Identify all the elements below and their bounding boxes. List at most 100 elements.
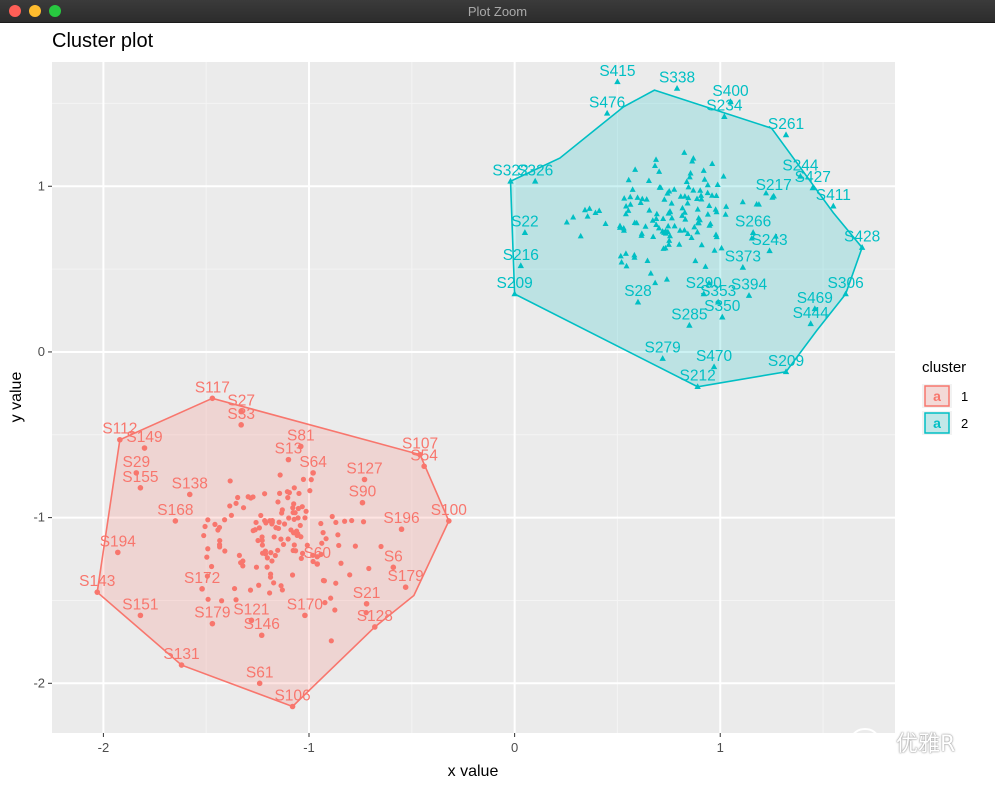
legend-label: 2	[961, 416, 968, 431]
cluster-1-dense-point	[216, 542, 223, 548]
cluster-2-dense-point	[631, 251, 638, 258]
point-label: S90	[349, 484, 377, 501]
point-label: S146	[244, 616, 280, 633]
cluster-1-dense-point	[328, 595, 334, 601]
point-label: S155	[122, 469, 158, 486]
cluster-1-dense-point	[236, 552, 242, 559]
maximize-window-button[interactable]	[49, 5, 61, 17]
cluster-1-dense-point	[300, 476, 307, 482]
cluster-2-dense-point	[692, 257, 699, 264]
cluster-1-dense-point	[277, 490, 283, 496]
cluster-2-dense-point	[637, 199, 644, 205]
cluster-1-point	[390, 564, 397, 571]
cluster-2-dense-point	[616, 224, 623, 230]
cluster-1-dense-point	[296, 490, 302, 497]
cluster-2-dense-point	[622, 210, 629, 217]
cluster-1-dense-point	[347, 572, 353, 578]
axes: -2 -1 0 1 -2 -1 0 1	[33, 178, 723, 755]
cluster-2-dense-point	[643, 196, 650, 202]
cluster-2-dense-point	[705, 279, 712, 286]
point-label: S179	[194, 605, 230, 622]
cluster-2-point	[511, 290, 518, 297]
cluster-2-dense-point	[647, 270, 654, 276]
cluster-2-dense-point	[722, 211, 729, 217]
cluster-2-dense-point	[691, 223, 698, 230]
cluster-2-dense-point	[700, 167, 707, 173]
cluster-1-point	[209, 620, 216, 627]
cluster-1-dense-point	[298, 555, 304, 561]
cluster-2-dense-point	[683, 178, 690, 184]
cluster-1-dense-point	[279, 510, 285, 516]
cluster-2-dense-point	[694, 206, 701, 212]
legend: cluster a 1 a 2	[922, 359, 968, 435]
cluster-1-point	[114, 549, 121, 556]
cluster-1-dense-point	[278, 583, 284, 589]
cluster-1-dense-point	[271, 534, 277, 540]
cluster-1-dense-point	[256, 582, 262, 588]
cluster-2-point	[531, 177, 539, 184]
cluster-1-dense-point	[328, 638, 334, 644]
cluster-2-point	[673, 85, 681, 91]
minimize-window-button[interactable]	[29, 5, 41, 17]
cluster-1-dense-point	[308, 477, 314, 483]
cluster-2-point	[858, 244, 866, 250]
cluster-1-dense-point	[258, 512, 264, 519]
cluster-1-dense-point	[310, 558, 316, 565]
cluster-1-dense-point	[256, 525, 262, 531]
point-label: S22	[511, 214, 539, 231]
point-label: S428	[844, 229, 880, 246]
cluster-1-point	[359, 499, 366, 506]
cluster-1-point	[133, 470, 140, 476]
y-tick-label: -2	[33, 675, 45, 690]
point-label: S217	[756, 177, 792, 194]
point-label: S27	[227, 393, 255, 410]
cluster-2-dense-point	[617, 252, 624, 259]
cluster-2-point	[749, 229, 757, 235]
cluster-1-dense-point	[275, 547, 281, 553]
cluster-1-dense-point	[297, 522, 303, 529]
window-titlebar: Plot Zoom	[0, 0, 995, 23]
cluster-1-dense-point	[278, 536, 284, 542]
x-tick-label: -2	[98, 740, 110, 755]
cluster-1-point	[363, 600, 370, 607]
point-label: S216	[503, 247, 539, 264]
cluster-1-dense-point	[285, 536, 291, 542]
cluster-1-dense-point	[291, 485, 297, 491]
cluster-2-dense-point	[681, 209, 688, 215]
cluster-2-point	[517, 262, 524, 269]
cluster-1-dense-point	[259, 542, 265, 548]
cluster-1-dense-point	[332, 607, 338, 613]
cluster-2-dense-point	[714, 181, 721, 188]
cluster-1-dense-point	[212, 521, 218, 527]
close-window-button[interactable]	[9, 5, 21, 17]
point-label: S121	[233, 601, 269, 618]
legend-key-bg	[922, 411, 952, 435]
cluster-1-dense-point	[299, 504, 305, 510]
cluster-2-dense-point	[739, 198, 746, 205]
cluster-2-dense-point	[684, 200, 691, 206]
cluster-2-dense-point	[563, 218, 570, 225]
cluster-2-dense-point	[753, 200, 760, 207]
cluster-2-dense-point	[720, 173, 727, 179]
point-label: S469	[797, 290, 833, 307]
x-tick-label: 1	[717, 740, 724, 755]
cluster-2-point	[521, 229, 529, 235]
cluster-1-point	[398, 526, 405, 533]
cluster-2-dense-point	[694, 195, 701, 201]
cluster-1-dense-point	[221, 517, 228, 523]
cluster-1-dense-point	[360, 519, 367, 525]
cluster-2-dense-point	[650, 233, 657, 240]
point-label: S13	[275, 441, 303, 458]
cluster-1-dense-point	[227, 478, 233, 484]
cluster-1-dense-point	[294, 528, 300, 534]
cluster-2-dense-point	[681, 149, 688, 155]
cluster-1-dense-point	[228, 512, 235, 518]
cluster-2-dense-point	[633, 219, 640, 226]
cluster-1-point	[421, 463, 427, 470]
cluster-2-dense-point	[634, 194, 641, 200]
cluster-1-dense-point	[307, 488, 313, 494]
cluster-2-point	[809, 184, 816, 191]
cluster-2-point	[842, 290, 849, 297]
cluster-1-dense-point	[268, 550, 274, 556]
cluster-2-dense-point	[704, 211, 711, 217]
